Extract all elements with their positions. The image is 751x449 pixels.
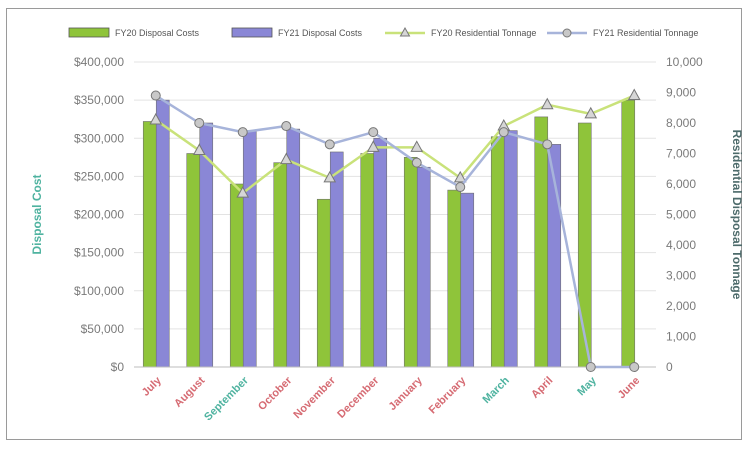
chart-frame: $0 $50,000 $100,000 $150,000 $200,000 $250,00… <box>6 8 743 440</box>
data-point-circle <box>237 127 248 138</box>
y-tick-label: $150,000 <box>74 246 124 260</box>
x-tick-label: October <box>256 374 295 413</box>
data-point-circle <box>585 362 596 372</box>
x-tick-label: January <box>387 374 426 413</box>
x-tick-label: December <box>335 374 382 421</box>
y2-tick-label: 5,000 <box>666 208 696 222</box>
y-tick-label: $0 <box>111 360 125 374</box>
data-point-triangle <box>236 186 250 198</box>
x-tick-label: August <box>172 374 208 410</box>
y2-tick-label: 10,000 <box>666 55 703 69</box>
data-point-circle <box>542 139 553 150</box>
data-point-triangle <box>149 112 163 125</box>
y2-tick-label: 4,000 <box>666 238 696 252</box>
data-point-circle <box>368 127 379 138</box>
y-tick-label: $200,000 <box>74 208 124 222</box>
legend-label: FY21 Residential Tonnage <box>593 28 698 38</box>
data-point-triangle <box>540 97 554 110</box>
data-point-circle <box>281 121 292 132</box>
y2-tick-label: 9,000 <box>666 86 696 100</box>
y2-tick-label: 7,000 <box>666 147 696 161</box>
y-axis-title: Disposal Cost <box>30 174 44 254</box>
y-tick-label: $300,000 <box>74 131 124 145</box>
data-point-triangle <box>323 170 337 183</box>
data-point-triangle <box>584 106 598 119</box>
y2-tick-label: 6,000 <box>666 177 696 191</box>
y2-tick-label: 0 <box>666 360 673 374</box>
legend-label: FY20 Residential Tonnage <box>431 28 536 38</box>
x-tick-label: June <box>616 375 643 402</box>
x-tick-label: February <box>427 374 469 416</box>
legend-label: FY21 Disposal Costs <box>278 28 363 38</box>
bar <box>621 99 636 368</box>
x-tick-label: July <box>140 374 165 399</box>
bar <box>142 121 157 368</box>
series-line <box>155 94 635 369</box>
bar <box>373 137 388 368</box>
x-tick-label: September <box>202 374 251 423</box>
y-tick-label: $350,000 <box>74 93 124 107</box>
y-tick-label: $50,000 <box>81 322 125 336</box>
data-point-circle <box>455 182 466 193</box>
bar <box>155 99 170 368</box>
bar <box>360 153 375 368</box>
data-point-circle <box>411 157 422 168</box>
data-point-circle <box>629 362 640 372</box>
data-point-circle <box>194 118 205 128</box>
y2-tick-label: 8,000 <box>666 116 696 130</box>
y-tick-label: $400,000 <box>74 55 124 69</box>
legend-label: FY20 Disposal Costs <box>115 28 200 38</box>
x-tick-label: March <box>480 374 512 406</box>
bar <box>460 192 475 368</box>
x-tick-label: April <box>529 375 555 401</box>
bar <box>199 122 214 368</box>
bar <box>273 162 288 368</box>
series-line <box>155 94 635 195</box>
x-tick-label: May <box>575 374 599 398</box>
y2-axis-title: Residential Disposal Tonnage <box>730 130 743 300</box>
data-point-triangle <box>453 170 467 183</box>
y2-tick-label: 3,000 <box>666 269 696 283</box>
bar <box>447 189 462 368</box>
y2-tick-label: 2,000 <box>666 299 696 313</box>
data-point-triangle <box>279 152 293 165</box>
bar <box>503 130 518 368</box>
legend-swatch-bar <box>231 27 273 38</box>
data-point-triangle <box>366 140 380 152</box>
bar <box>403 157 418 368</box>
y-tick-label: $100,000 <box>74 284 124 298</box>
legend-marker-circle <box>562 28 572 38</box>
bar <box>242 130 257 368</box>
bar <box>186 153 201 368</box>
bar <box>316 198 331 368</box>
bar <box>416 166 431 368</box>
legend-marker-triangle <box>399 26 411 37</box>
bar <box>534 116 549 368</box>
y-tick-label: $250,000 <box>74 169 124 183</box>
x-tick-label: November <box>291 374 338 421</box>
data-point-triangle <box>192 143 206 155</box>
data-point-circle <box>324 139 335 150</box>
bar <box>229 183 244 368</box>
bar <box>490 136 505 368</box>
data-point-triangle <box>627 88 641 101</box>
legend-swatch-bar <box>68 27 110 38</box>
chart-svg: $0 $50,000 $100,000 $150,000 $200,000 $250,00… <box>30 26 743 423</box>
y2-tick-label: 1,000 <box>666 330 696 344</box>
data-point-circle <box>150 90 161 101</box>
bar <box>329 151 344 368</box>
data-point-triangle <box>410 140 424 152</box>
data-point-circle <box>498 127 509 138</box>
